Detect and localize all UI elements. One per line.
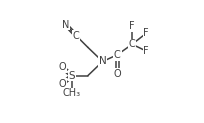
Text: C: C [129, 39, 135, 49]
Text: F: F [143, 46, 149, 56]
Text: C: C [114, 50, 121, 60]
Text: N: N [62, 20, 69, 30]
Text: O: O [114, 69, 121, 79]
Text: O: O [58, 79, 66, 89]
Text: F: F [143, 28, 149, 38]
Text: F: F [129, 21, 135, 31]
Text: N: N [99, 56, 106, 67]
Text: C: C [73, 31, 80, 41]
Text: O: O [58, 62, 66, 72]
Text: S: S [69, 71, 75, 81]
Text: CH₃: CH₃ [63, 88, 81, 99]
